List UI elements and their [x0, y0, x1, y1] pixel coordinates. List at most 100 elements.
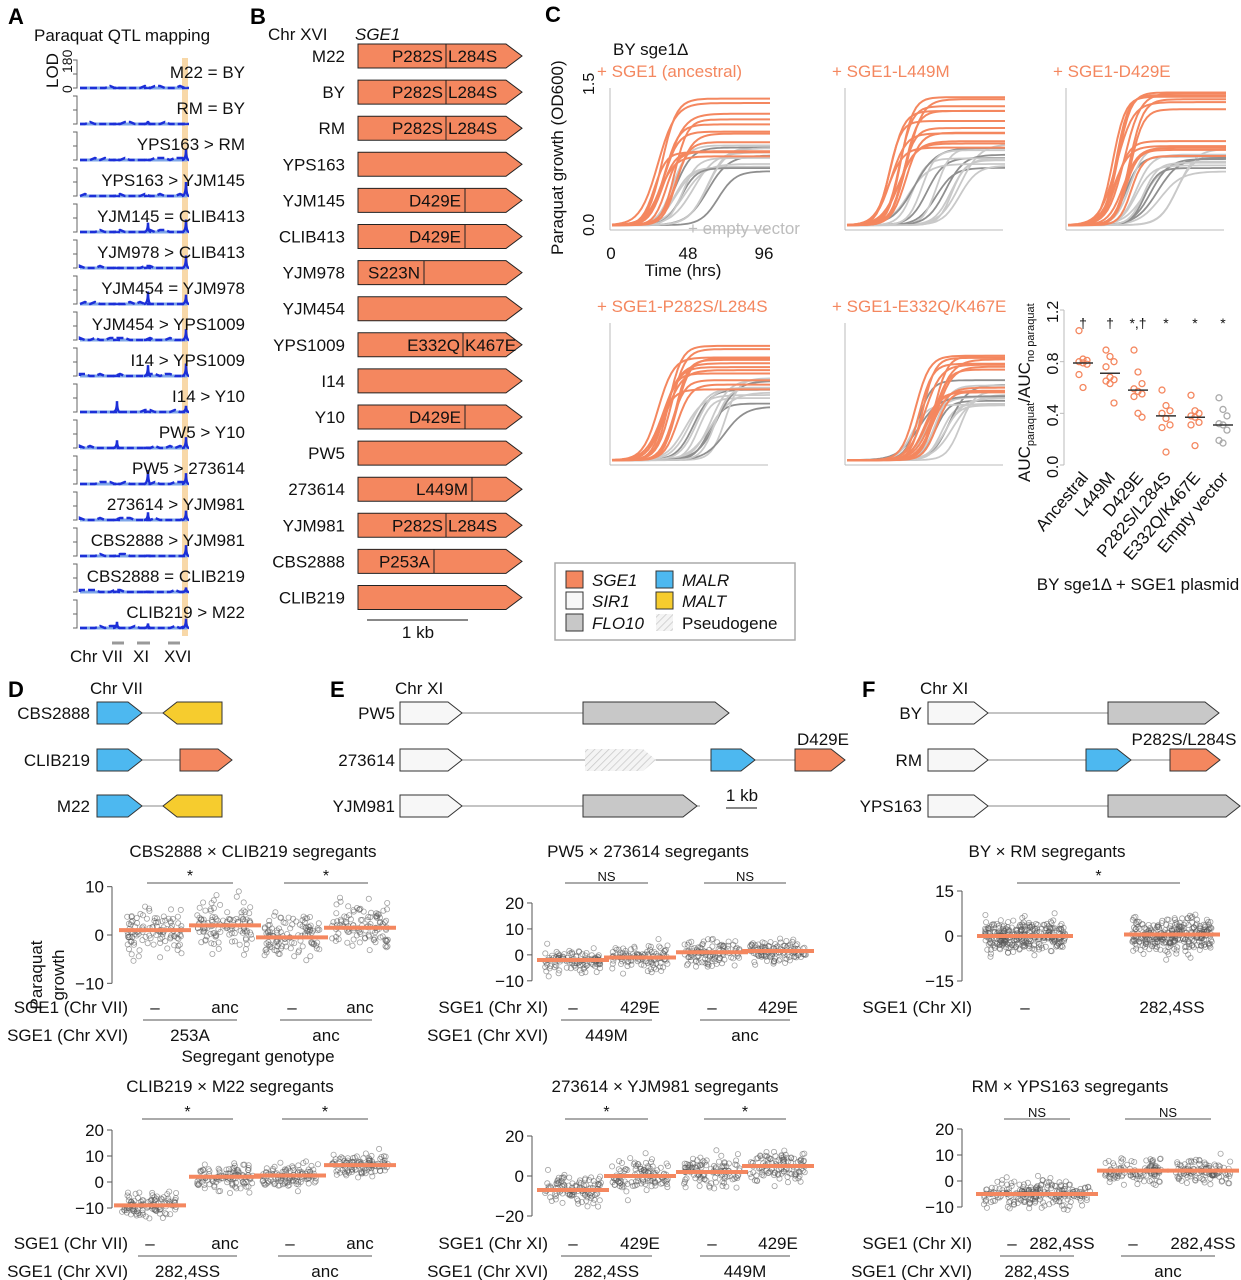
flo10-pseudogene [585, 749, 656, 771]
segregant-point [329, 935, 336, 942]
segregant-point [198, 939, 205, 946]
plot-title: 273614 × YJM981 segregants [552, 1077, 779, 1096]
qtl-track: YJM454 > YPS1009 [73, 311, 245, 342]
y-axis-label: Paraquat [27, 940, 46, 1009]
segregant-point [763, 1149, 770, 1156]
data-point [1134, 368, 1142, 376]
segregant-point [333, 901, 340, 908]
segregant-point [982, 925, 989, 932]
genotype-label: 429E [758, 1234, 798, 1253]
segregant-point [702, 960, 709, 967]
genotype-label: – [1020, 998, 1030, 1017]
cross-label: M22 = BY [170, 63, 245, 82]
segregant-point [1159, 917, 1166, 924]
y-tick-label: −10 [75, 974, 104, 993]
lod-tick: 0 [59, 85, 75, 93]
segregant-point [1057, 939, 1064, 946]
sge1-growth-curve [1067, 101, 1226, 226]
strain-label: YJM454 [283, 300, 345, 319]
segregant-point [1130, 936, 1137, 943]
segregant-point [213, 892, 220, 899]
segregant-point [578, 970, 585, 977]
x-axis-label: BY sge1Δ + SGE1 plasmid [1037, 575, 1239, 594]
segregant-point [633, 1162, 640, 1169]
segregant-point [609, 1163, 616, 1170]
data-point [1187, 421, 1195, 429]
mutation-label: D429E [409, 408, 461, 427]
segregant-point [159, 1215, 166, 1222]
sge1-growth-curve [612, 379, 770, 462]
segregant-point [356, 906, 363, 913]
segregant-point [150, 941, 157, 948]
segregant-point [119, 1208, 126, 1215]
y-tick-label: 15 [935, 882, 954, 901]
segregant-point [1212, 1162, 1219, 1169]
segregant-point [1194, 916, 1201, 923]
mutation-label: D429E [409, 228, 461, 247]
segregant-point [1134, 924, 1141, 931]
segregant-point [1010, 948, 1017, 955]
segregant-point [748, 1174, 755, 1181]
segregant-point [1044, 1184, 1051, 1191]
segregant-point [277, 1178, 284, 1185]
segregant-point [1050, 917, 1057, 924]
segregant-point [384, 900, 391, 907]
segregant-point [302, 915, 309, 922]
segregant-point [162, 1210, 169, 1217]
segregant-point [146, 932, 153, 939]
segregant-point [233, 915, 240, 922]
segregant-point [241, 1180, 248, 1187]
segregant-point [996, 1186, 1003, 1193]
flo10-gene [1107, 794, 1241, 818]
cross-label: CBS2888 = CLIB219 [87, 567, 245, 586]
segregant-point [1026, 1200, 1033, 1207]
mutation-label: P282S [392, 83, 443, 102]
sge1-gene [179, 748, 233, 772]
segregant-point [286, 1181, 293, 1188]
mutation-label: P282S [392, 119, 443, 138]
significance-label: NS [1028, 1105, 1046, 1120]
segregant-point [293, 1180, 300, 1187]
sge1-growth-curve [847, 98, 1005, 227]
genotype-label: – [1128, 1234, 1138, 1253]
segregant-point [282, 939, 289, 946]
segregant-point [1033, 1185, 1040, 1192]
y-tick: 1.5 [581, 73, 598, 95]
data-point [1110, 358, 1118, 366]
significance-label: * [322, 1104, 328, 1121]
segregant-point [690, 1155, 697, 1162]
segregant-point [167, 1211, 174, 1218]
segregant-point [1048, 926, 1055, 933]
segregant-point [362, 1150, 369, 1157]
segregant-point [299, 943, 306, 950]
segregant-point [157, 940, 164, 947]
sge1-gene [1169, 748, 1221, 772]
segregant-point [1168, 926, 1175, 933]
data-point [1158, 423, 1166, 432]
empty-vector-label: + empty vector [688, 219, 800, 238]
mutation-label: K467E [465, 336, 516, 355]
segregant-point [128, 951, 135, 958]
cross-label: YPS163 > YJM145 [101, 171, 245, 190]
empty-vector-growth-curve [847, 153, 1006, 227]
segregant-point [1157, 1156, 1164, 1163]
segregant-point [591, 1181, 598, 1188]
qtl-peak [181, 618, 190, 630]
data-point [1138, 390, 1146, 398]
segregant-point [224, 1179, 231, 1186]
segregant-point [596, 1180, 603, 1187]
segregant-point [336, 894, 343, 901]
segregant-point [243, 1183, 250, 1190]
segregant-point [1226, 1180, 1233, 1187]
segregant-point [223, 1166, 230, 1173]
segregant-point [1199, 1176, 1206, 1183]
x-axis-label: Segregant genotype [181, 1047, 334, 1066]
sir1-gene [927, 748, 989, 772]
segregant-point [1227, 1158, 1234, 1165]
sge1-allele-row: CLIB413 D429E [279, 224, 523, 249]
data-point [1138, 413, 1146, 421]
segregant-point [771, 1172, 778, 1179]
segregant-point [555, 970, 562, 977]
genotype-label: – [707, 1234, 717, 1253]
segregant-point [1219, 1177, 1226, 1184]
